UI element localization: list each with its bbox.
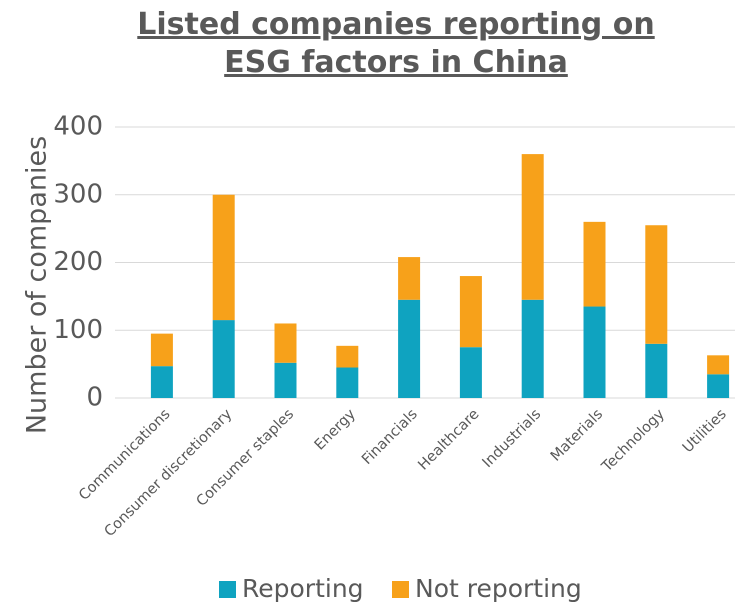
- x-tick-label: Energy: [312, 406, 360, 454]
- bar-segment: [459, 276, 482, 348]
- y-tick-label: 100: [53, 315, 103, 345]
- chart-title: Listed companies reporting on ESG factor…: [137, 7, 655, 80]
- bar-segment: [274, 323, 297, 363]
- bar-segment: [212, 320, 235, 398]
- bar-segment: [521, 299, 544, 398]
- x-tick-label: Financials: [359, 406, 421, 468]
- x-tick-label: Industrials: [480, 406, 545, 471]
- bar-segment: [459, 347, 482, 398]
- bar-segment: [212, 194, 235, 321]
- bar-segment: [150, 333, 173, 367]
- legend-swatch: [219, 581, 236, 598]
- x-tick-label: Consumer discretionary: [102, 406, 236, 540]
- y-tick-label: 400: [53, 112, 103, 142]
- y-tick-label: 300: [53, 179, 103, 209]
- bar-segment: [707, 355, 730, 375]
- y-axis-label: Number of companies: [22, 136, 53, 434]
- bar-segment: [150, 366, 173, 398]
- x-tick-label: Technology: [598, 406, 668, 476]
- bar-segment: [583, 306, 606, 398]
- bar-segment: [398, 299, 421, 398]
- legend-label: Not reporting: [415, 574, 582, 603]
- y-tick-label: 200: [53, 247, 103, 277]
- bar-segment: [274, 362, 297, 398]
- bar-segment: [398, 257, 421, 300]
- x-tick-label: Materials: [548, 406, 606, 464]
- legend-swatch: [392, 581, 409, 598]
- bar-segment: [336, 367, 359, 398]
- bar-segment: [645, 225, 668, 344]
- bar-segment: [707, 374, 730, 398]
- bar-segment: [645, 343, 668, 398]
- bar-segment: [521, 154, 544, 300]
- bar-segment: [583, 221, 606, 307]
- x-tick-label: Healthcare: [415, 406, 482, 473]
- title-box: Listed companies reporting on ESG factor…: [0, 6, 737, 82]
- y-tick-label: 0: [86, 383, 103, 413]
- bar-segment: [336, 345, 359, 368]
- legend-label: Reporting: [242, 574, 364, 603]
- x-tick-label: Utilities: [680, 406, 730, 456]
